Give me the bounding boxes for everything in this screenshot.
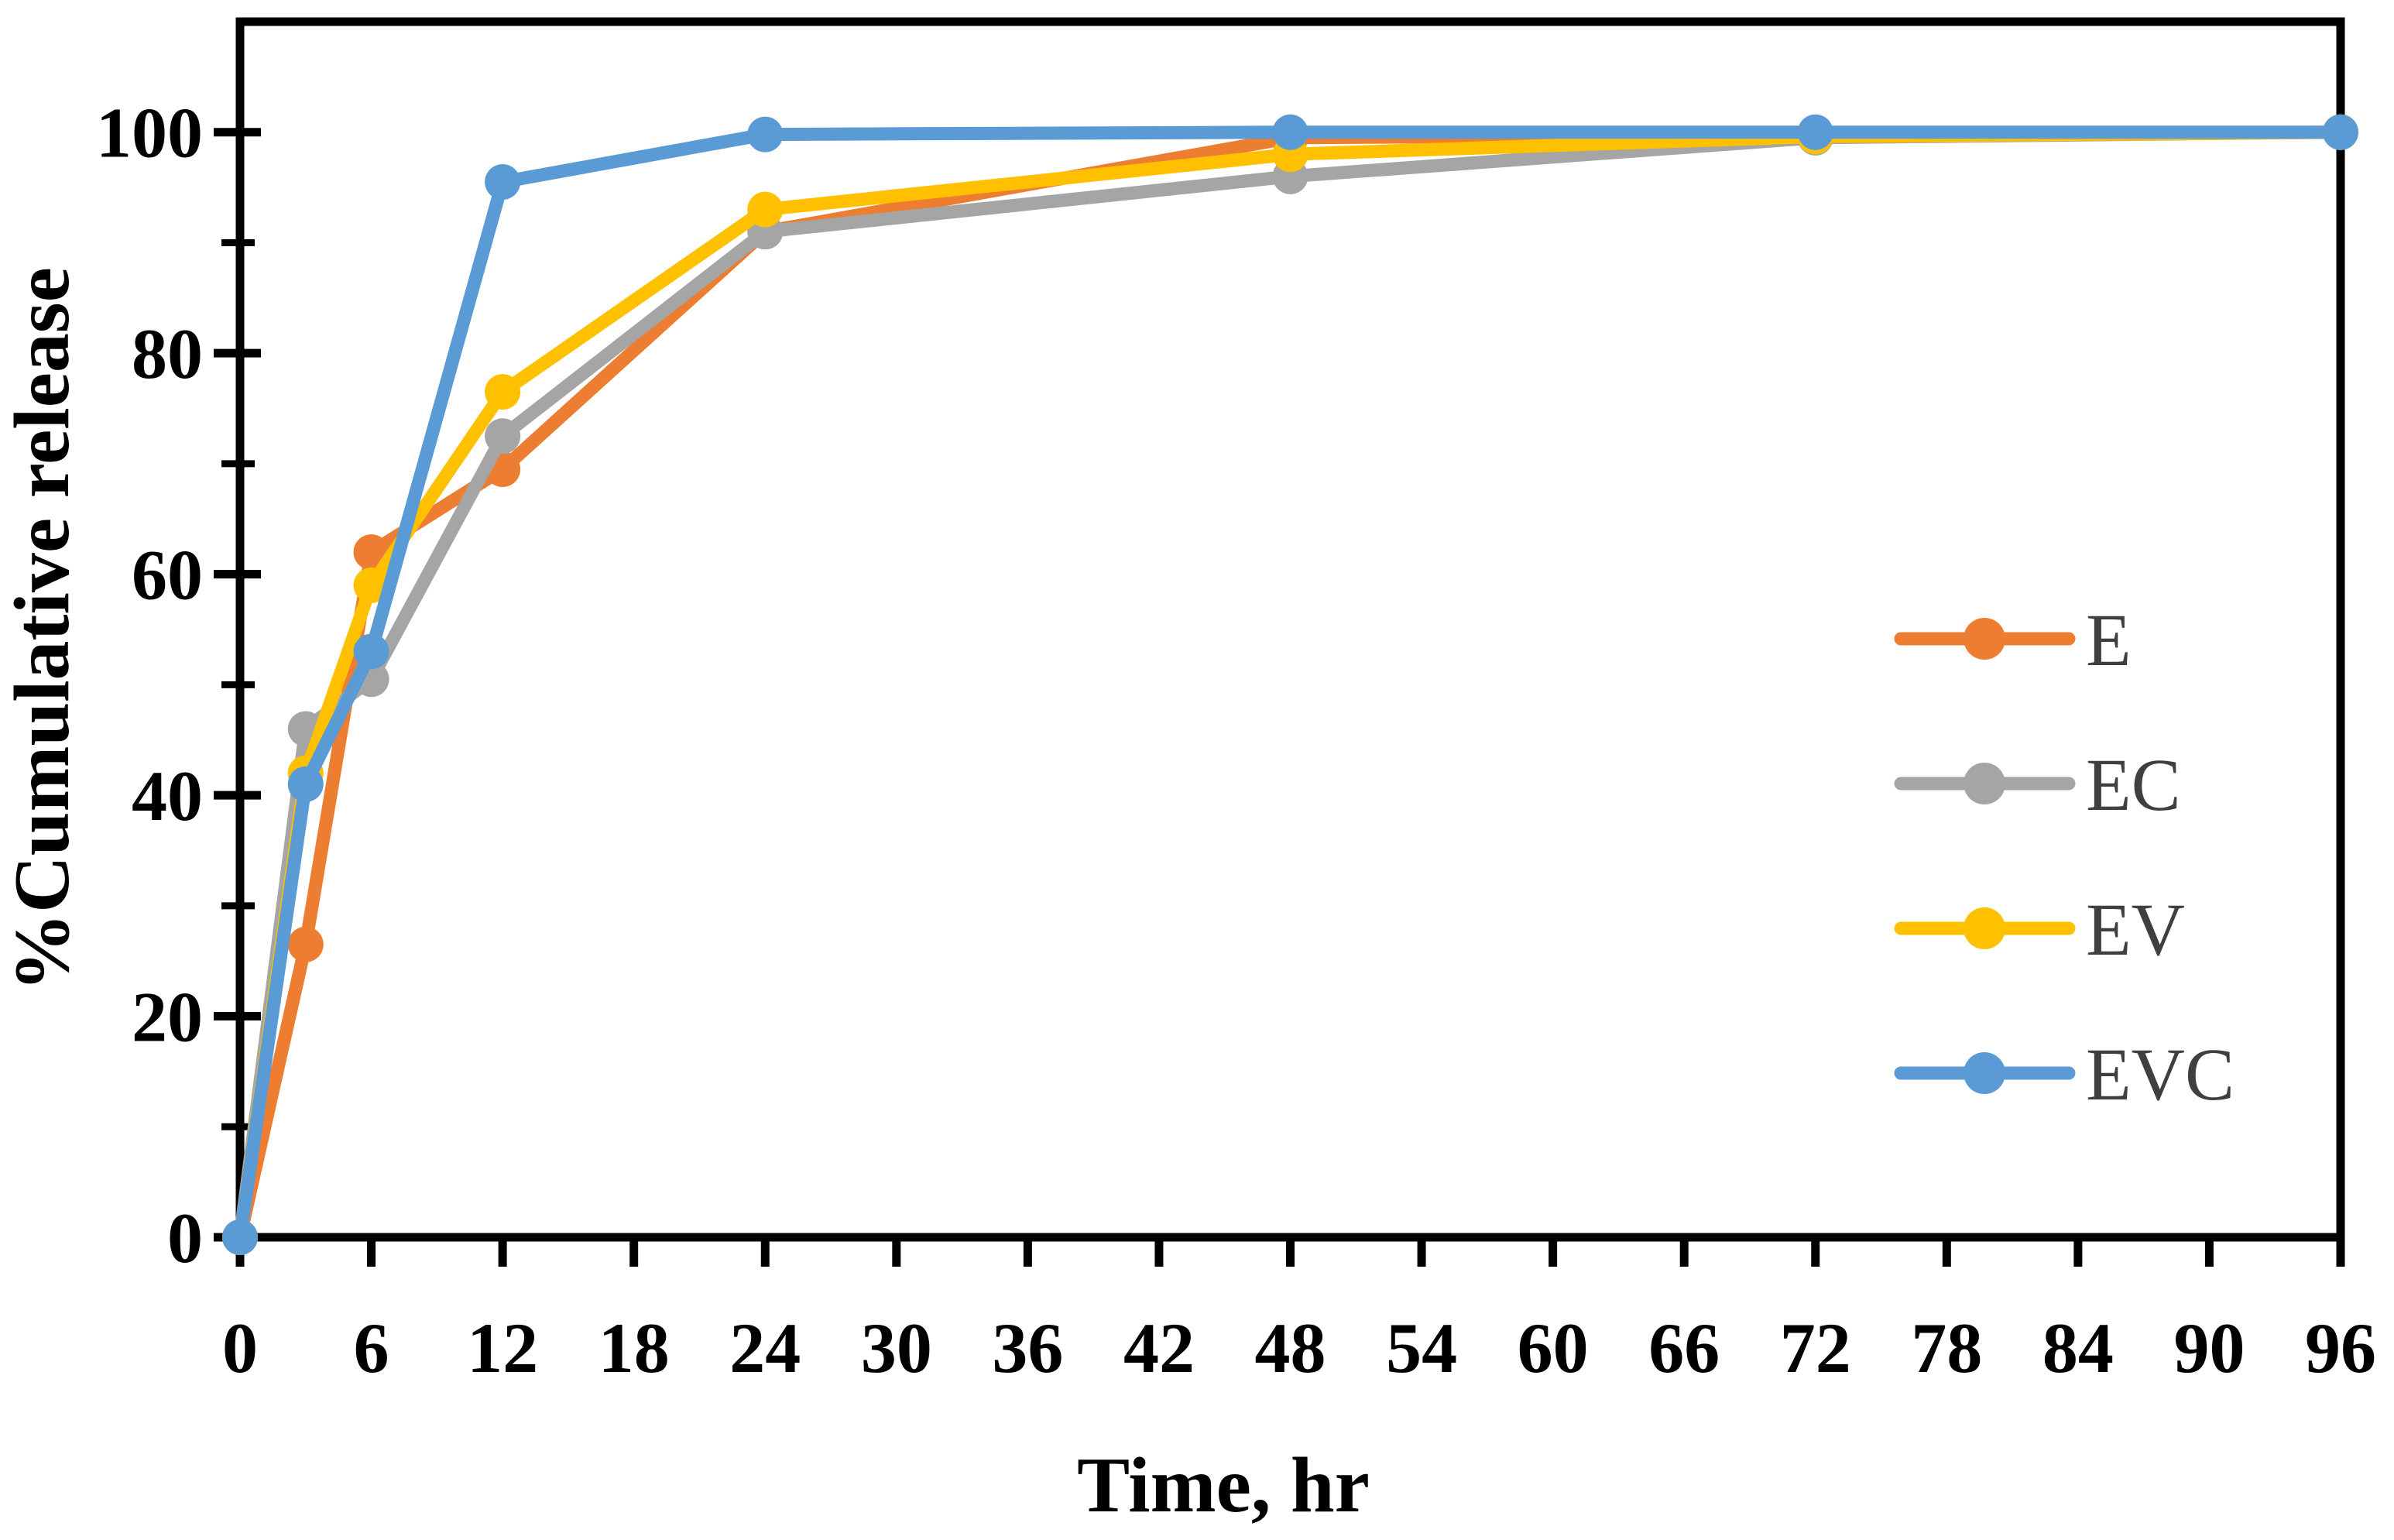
x-tick-label: 48 — [1255, 1308, 1326, 1387]
x-tick-label: 90 — [2173, 1308, 2245, 1387]
x-tick-label: 60 — [1518, 1308, 1589, 1387]
x-tick-label: 24 — [729, 1308, 801, 1387]
x-tick-label: 66 — [1648, 1308, 1720, 1387]
data-series — [222, 114, 2358, 1255]
data-point-EVC — [287, 766, 324, 802]
legend-marker-icon — [1964, 618, 2005, 660]
data-point-EVC — [747, 116, 784, 153]
legend-label: EV — [2086, 888, 2185, 971]
x-tick-label: 30 — [861, 1308, 932, 1387]
legend: E EC EV EVC — [1894, 599, 2235, 1116]
y-tick-label: 20 — [132, 978, 203, 1057]
data-point-EV — [747, 191, 784, 228]
series-line-EVC — [233, 125, 2348, 1244]
legend-marker-icon — [1964, 907, 2005, 949]
legend-item-E: E — [1894, 599, 2132, 681]
legend-label: EVC — [2086, 1033, 2235, 1116]
x-tick-label: 54 — [1386, 1308, 1457, 1387]
axis-tick-labels: 0 6 12 18 24 30 36 42 48 54 60 66 72 78 84 90 96 0 20 40 60 8… — [96, 94, 2376, 1387]
y-tick-label: 40 — [132, 756, 203, 835]
legend-item-EV: EV — [1894, 888, 2185, 971]
x-tick-label: 84 — [2042, 1308, 2114, 1387]
plot-area-border — [235, 17, 2345, 1242]
x-tick-label: 0 — [222, 1308, 258, 1387]
legend-item-EVC: EVC — [1894, 1033, 2235, 1116]
data-point-E — [287, 926, 324, 962]
data-point-EVC — [1797, 114, 1833, 150]
x-axis-title: Time, hr — [1077, 1442, 1370, 1529]
legend-label: E — [2086, 599, 2132, 681]
data-point-EV — [485, 374, 521, 410]
legend-marker-icon — [1964, 763, 2005, 804]
x-tick-label: 78 — [1911, 1308, 1982, 1387]
data-point-EVC — [485, 163, 521, 200]
x-tick-label: 72 — [1780, 1308, 1851, 1387]
x-tick-label: 6 — [354, 1308, 389, 1387]
data-point-EV — [353, 567, 389, 603]
x-tick-label: 12 — [467, 1308, 538, 1387]
x-tick-label: 18 — [598, 1308, 670, 1387]
data-point-EVC — [222, 1219, 258, 1255]
legend-marker-icon — [1964, 1052, 2005, 1094]
data-point-EVC — [1272, 114, 1308, 150]
series-line-EV — [233, 125, 2348, 1244]
legend-label: EC — [2086, 743, 2181, 826]
y-tick-label: 80 — [132, 314, 203, 393]
data-point-EC — [485, 418, 521, 454]
y-tick-label: 60 — [132, 536, 203, 615]
y-tick-label: 0 — [167, 1199, 203, 1278]
data-point-EVC — [2323, 114, 2358, 150]
x-tick-label: 42 — [1123, 1308, 1195, 1387]
y-axis-title: %Cumulative release — [0, 267, 86, 992]
x-tick-label: 36 — [992, 1308, 1063, 1387]
y-tick-label: 100 — [96, 94, 203, 173]
data-point-EVC — [353, 633, 389, 670]
axis-ticks — [214, 128, 2345, 1267]
x-tick-label: 96 — [2305, 1308, 2376, 1387]
legend-item-EC: EC — [1894, 743, 2181, 826]
